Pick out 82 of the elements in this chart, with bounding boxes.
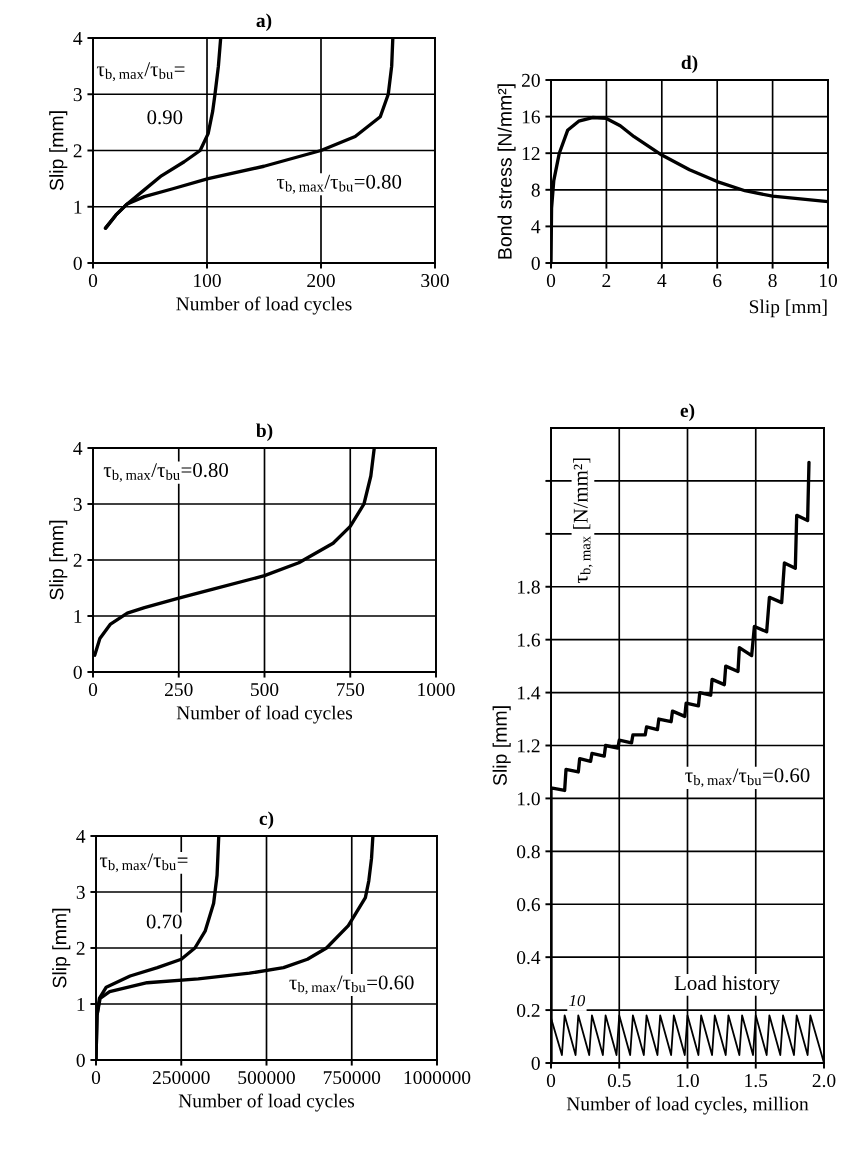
x-tick-label: 250000: [152, 1070, 210, 1085]
y-tick-label: 16: [522, 110, 540, 124]
y-tick-label: 2: [73, 553, 82, 567]
x-axis-title: Slip [mm]: [749, 299, 827, 318]
x-axis-title: Number of load cycles: [178, 1093, 355, 1112]
x-tick-label: 1000: [418, 682, 455, 697]
annotation: Load history: [674, 975, 780, 995]
y-tick-label: 0: [76, 1053, 85, 1067]
y-tick-label: 0.4: [517, 950, 541, 965]
y-tick-label: 0: [531, 256, 540, 270]
annotation: 10: [569, 994, 586, 1007]
y-tick-label: 3: [76, 885, 85, 899]
y-tick-label: 1: [74, 200, 82, 214]
y-tick-label: 1: [77, 997, 85, 1011]
x-tick-label: 500000: [238, 1070, 295, 1085]
y-tick-label: 1.6: [517, 633, 540, 647]
y-tick-label: 3: [73, 88, 82, 102]
y-axis-title: Bond stress [N/mm²]: [497, 84, 516, 259]
x-tick-label: 1000000: [404, 1070, 471, 1085]
y-tick-label: 1.0: [517, 792, 540, 806]
annotation: τ$_{b,max}$ [N/mm²]: [573, 458, 593, 583]
x-tick-label: 250: [165, 682, 193, 697]
chart-title: a): [256, 13, 272, 32]
x-tick-label: 500: [251, 682, 279, 697]
y-tick-label: 20: [521, 73, 540, 87]
x-tick-label: 6: [713, 274, 722, 288]
x-tick-label: 2: [602, 274, 611, 287]
annotation: τ$_{b,max}$/τ$_{bu}$=0.60: [685, 768, 810, 788]
y-tick-label: 2: [76, 941, 85, 955]
annotation: 0.90: [147, 110, 183, 125]
x-axis-title: Number of load cycles: [176, 705, 353, 724]
x-tick-label: 2.0: [812, 1073, 836, 1088]
annotation: 0.70: [146, 914, 182, 929]
y-tick-label: 1.4: [517, 686, 541, 700]
y-tick-label: 4: [76, 829, 86, 843]
y-axis-title: Slip [mm]: [49, 520, 68, 600]
annotation: τ$_{b,max}$/τ$_{bu}$=0.80: [276, 174, 402, 194]
x-tick-label: 200: [307, 273, 335, 288]
y-axis-title: Slip [mm]: [492, 706, 511, 786]
annotation: τ$_{b,max}$/τ$_{bu}$=: [96, 62, 185, 82]
x-tick-label: 1.0: [677, 1073, 699, 1088]
y-tick-label: 0: [73, 256, 82, 270]
chart-title: d): [681, 55, 698, 74]
x-tick-label: 0: [546, 273, 556, 288]
x-tick-label: 0.5: [607, 1073, 631, 1088]
x-tick-label: 0: [91, 1070, 101, 1085]
y-tick-label: 4: [73, 31, 83, 45]
y-tick-label: 1.8: [517, 580, 540, 594]
y-tick-label: 0: [531, 1056, 540, 1070]
y-tick-label: 0.2: [517, 1003, 540, 1018]
x-tick-label: 0: [88, 273, 98, 288]
x-tick-label: 8: [768, 273, 777, 288]
y-tick-label: 2: [73, 144, 82, 158]
annotation: τ$_{b,max}$/τ$_{bu}$=0.60: [289, 975, 414, 995]
annotation: τ$_{b,max}$/τ$_{bu}$=0.80: [103, 463, 228, 483]
y-tick-label: 8: [531, 183, 540, 197]
y-tick-label: 4: [73, 441, 83, 455]
chart-title: b): [256, 423, 273, 442]
y-tick-label: 0.6: [517, 898, 540, 912]
y-axis-title: Slip [mm]: [52, 908, 71, 988]
y-tick-label: 12: [522, 147, 540, 160]
annotation: τ$_{b,max}$/τ$_{bu}$=: [99, 853, 188, 873]
y-tick-label: 1.2: [517, 739, 540, 753]
chart-title: e): [680, 403, 695, 422]
x-tick-label: 100: [194, 273, 221, 288]
y-tick-label: 0.8: [517, 845, 540, 859]
y-axis-title: Slip [mm]: [49, 111, 68, 191]
chart-title: c): [259, 811, 274, 830]
x-tick-label: 750000: [323, 1070, 381, 1085]
y-tick-label: 3: [73, 497, 82, 511]
x-tick-label: 750: [336, 682, 365, 697]
y-tick-label: 4: [531, 220, 541, 234]
x-tick-label: 300: [421, 273, 449, 288]
x-tick-label: 10: [819, 273, 837, 288]
x-tick-label: 1.5: [745, 1074, 768, 1088]
x-tick-label: 0: [88, 682, 98, 697]
x-tick-label: 0: [546, 1073, 556, 1088]
x-axis-title: Number of load cycles: [176, 296, 352, 315]
y-tick-label: 0: [73, 665, 82, 679]
x-axis-title: Number of load cycles, million: [566, 1096, 809, 1115]
y-tick-label: 1: [74, 609, 82, 623]
x-tick-label: 4: [657, 274, 667, 287]
